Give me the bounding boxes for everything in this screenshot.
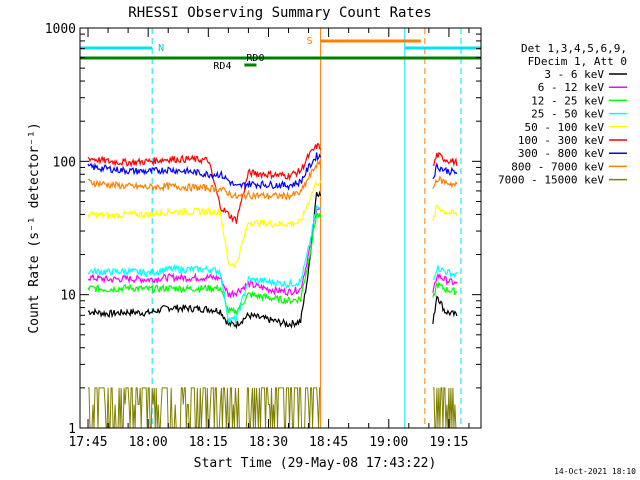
plot-frame — [79, 27, 482, 429]
night-bar-label: N — [158, 43, 164, 54]
series-8 — [87, 159, 458, 201]
series-line — [87, 159, 458, 201]
rd4-bar-label: RD4 — [213, 61, 231, 72]
chart-title: RHESSI Observing Summary Count Rates — [128, 5, 431, 21]
legend-header: FDecim 1, Att 0 — [528, 55, 627, 68]
legend-entry-label: 100 - 300 keV — [518, 134, 604, 147]
x-tick-label: 19:00 — [369, 435, 408, 450]
series-7 — [87, 152, 458, 191]
series-line — [87, 207, 458, 299]
series-line — [87, 152, 458, 191]
y-tick-label: 10 — [60, 289, 76, 304]
series-layer — [87, 143, 458, 429]
x-tick-label: 19:15 — [429, 435, 468, 450]
x-tick-label: 17:45 — [68, 435, 107, 450]
series-9 — [88, 387, 457, 429]
legend-entry-label: 50 - 100 keV — [525, 121, 605, 134]
legend-entry-label: 7000 - 15000 keV — [498, 174, 604, 187]
legend-entry-label: 300 - 800 keV — [518, 147, 604, 160]
saa-bar-label: S — [307, 36, 313, 47]
series-5 — [87, 180, 458, 269]
series-4 — [87, 204, 458, 325]
rd0-bar-label: RD0 — [246, 53, 264, 64]
series-line — [87, 204, 458, 325]
x-axis-label: Start Time (29-May-08 17:43:22) — [194, 456, 437, 471]
series-6 — [87, 143, 458, 224]
series-1 — [87, 190, 458, 330]
series-line — [87, 212, 458, 315]
legend-entry-label: 3 - 6 keV — [544, 68, 604, 81]
legend-entry-label: 12 - 25 keV — [531, 94, 604, 107]
footer-timestamp: 14-Oct-2021 18:10 — [554, 467, 636, 476]
axes: 1 10 100 1000 17:45 18:00 18:15 18:30 18:45 19:00… — [45, 22, 481, 450]
x-tick-label: 18:00 — [129, 435, 168, 450]
y-tick-label: 100 — [53, 155, 76, 170]
legend-entry-label: 6 - 12 keV — [538, 81, 605, 94]
series-line — [87, 143, 458, 224]
x-tick-label: 18:30 — [249, 435, 288, 450]
x-tick-label: 18:15 — [189, 435, 228, 450]
y-axis-label: Count Rate (s⁻¹ detector⁻¹) — [27, 122, 42, 333]
series-2 — [87, 207, 458, 299]
y-tick-label: 1000 — [45, 22, 76, 37]
series-line — [88, 387, 457, 429]
y-tick-label: 1 — [68, 422, 76, 437]
legend: Det 1,3,4,5,6,9,FDecim 1, Att 03 - 6 keV… — [498, 42, 627, 187]
legend-entry-label: 800 - 7000 keV — [511, 160, 604, 173]
series-3 — [87, 212, 458, 315]
series-line — [87, 190, 458, 330]
x-tick-label: 18:45 — [309, 435, 348, 450]
legend-header: Det 1,3,4,5,6,9, — [521, 42, 627, 55]
legend-entry-label: 25 - 50 keV — [531, 108, 604, 121]
status-bars: N S RD0 RD4 — [80, 36, 481, 72]
series-line — [87, 180, 458, 269]
